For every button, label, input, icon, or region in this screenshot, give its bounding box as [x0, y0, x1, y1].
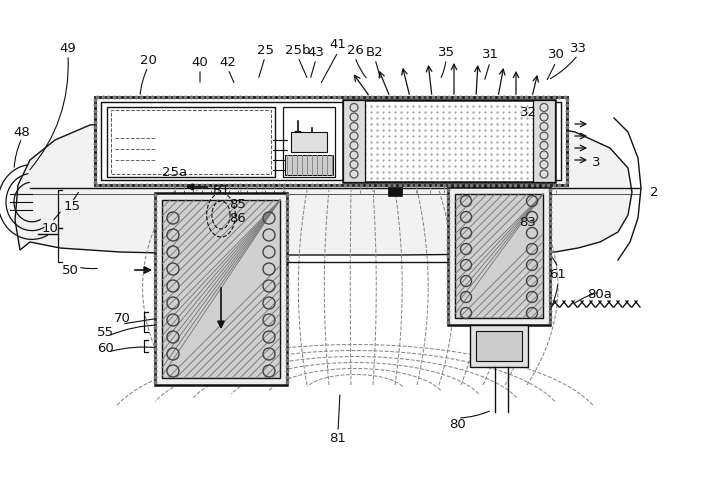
Bar	[343, 100, 365, 182]
Text: B1: B1	[213, 183, 231, 196]
Text: 48: 48	[14, 125, 30, 139]
Text: 20: 20	[140, 53, 156, 67]
Text: 35: 35	[438, 46, 454, 59]
Text: 40: 40	[192, 56, 208, 69]
Text: 3: 3	[592, 156, 600, 168]
Text: 61: 61	[549, 268, 567, 281]
Bar	[111, 110, 271, 174]
Bar	[285, 155, 333, 175]
Bar	[470, 325, 528, 367]
Bar	[343, 100, 555, 182]
Text: 49: 49	[60, 41, 76, 55]
Text: 25a: 25a	[163, 166, 188, 179]
Text: 86: 86	[230, 212, 246, 225]
Bar	[388, 187, 402, 196]
Bar	[291, 132, 327, 152]
Text: 25b: 25b	[285, 44, 311, 57]
Bar	[155, 193, 287, 385]
Text: 70: 70	[114, 312, 130, 324]
Text: 10: 10	[42, 221, 58, 235]
Bar	[101, 102, 561, 180]
Text: 50: 50	[62, 264, 78, 276]
Text: 81: 81	[330, 432, 346, 444]
Text: 60: 60	[96, 341, 113, 355]
Text: 31: 31	[482, 48, 498, 61]
Text: 85: 85	[230, 199, 246, 212]
Bar	[476, 331, 522, 361]
Text: 55: 55	[96, 325, 114, 338]
Text: 42: 42	[220, 56, 236, 69]
Text: 30: 30	[548, 48, 564, 61]
Bar	[455, 194, 543, 318]
Text: 26: 26	[346, 44, 364, 57]
Text: 33: 33	[570, 41, 587, 55]
Text: 15: 15	[63, 201, 81, 214]
Bar	[162, 200, 280, 378]
Text: 32: 32	[520, 106, 536, 119]
Text: 2: 2	[649, 185, 658, 199]
Text: 41: 41	[330, 38, 346, 51]
Text: 43: 43	[307, 46, 325, 59]
Text: 83: 83	[520, 216, 536, 228]
Bar	[533, 100, 555, 182]
Bar	[95, 97, 567, 185]
Bar	[448, 187, 550, 325]
Bar	[107, 107, 275, 177]
Text: B2: B2	[366, 46, 384, 59]
Bar	[283, 107, 335, 177]
Text: 80a: 80a	[588, 288, 613, 301]
Polygon shape	[15, 118, 632, 255]
Text: 25: 25	[256, 44, 274, 57]
Text: 80: 80	[449, 419, 467, 432]
